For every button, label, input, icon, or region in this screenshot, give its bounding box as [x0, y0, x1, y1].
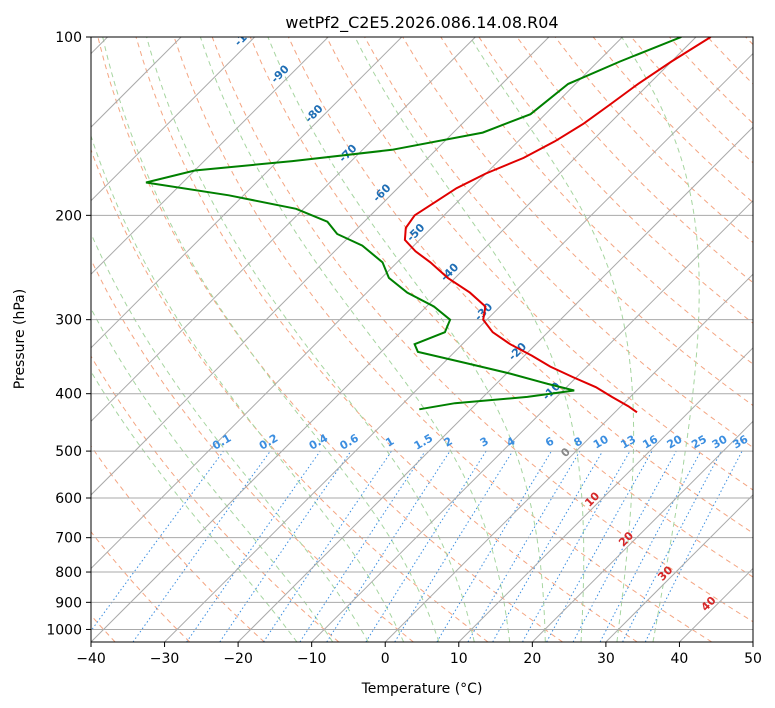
- moist-adiabat-line: [146, 37, 475, 642]
- profile-series: [145, 37, 712, 414]
- mixing-ratio-line: [394, 450, 514, 642]
- moist-adiabat-line: [267, 37, 546, 642]
- x-tick-label: 40: [671, 651, 689, 667]
- isotherm-line: [91, 37, 256, 202]
- moist-adiabat-line: [621, 37, 700, 642]
- x-tick-label: −10: [297, 651, 327, 667]
- isotherm-line: [752, 641, 753, 642]
- x-tick-label: −30: [150, 651, 180, 667]
- dry-adiabat-line: [440, 37, 753, 365]
- mixing-ratio-line: [132, 450, 271, 642]
- plot-background: [91, 37, 753, 642]
- x-axis-label: Temperature (°C): [361, 681, 483, 697]
- mixing-ratio-line: [299, 450, 426, 642]
- y-tick-label: 700: [55, 531, 82, 547]
- isotherm-line: [164, 52, 753, 642]
- background-lines: [91, 37, 753, 642]
- dry-adiabat-line: [135, 37, 638, 642]
- y-tick-label: 600: [55, 491, 82, 507]
- y-tick-label: 200: [55, 208, 82, 224]
- moist-adiabat-line: [102, 37, 440, 642]
- isotherm-label: -100: [232, 20, 261, 49]
- y-tick-label: 400: [55, 387, 82, 403]
- isotherm-line: [531, 420, 753, 642]
- x-tick-label: 10: [450, 651, 468, 667]
- mixing-ratio-line: [522, 450, 631, 642]
- moist-adiabat-line: [91, 232, 369, 642]
- x-tick-label: −20: [223, 651, 253, 667]
- x-tick-label: 50: [744, 651, 762, 667]
- plot-frame: [90, 36, 754, 643]
- dry-adiabat-line: [211, 37, 753, 623]
- mixing-ratio-line: [219, 450, 352, 642]
- axes: −40 −30 −20 −10 0 10 20 30 40 50 100 200 300 400 500 60…: [46, 30, 762, 667]
- isotherm-line: [237, 126, 753, 642]
- isotherm-line: [605, 494, 753, 642]
- temperature-profile-line: [403, 37, 712, 414]
- mixing-ratio-line: [546, 450, 653, 642]
- isotherm-line: [311, 199, 753, 642]
- isotherm-line: [91, 37, 550, 496]
- moist-adiabat-line: [354, 37, 585, 642]
- y-tick-label: 100: [55, 30, 82, 46]
- mixing-ratio-line: [326, 450, 451, 642]
- x-tick-label: 0: [381, 651, 390, 667]
- mixing-ratio-line: [91, 450, 224, 632]
- dewpoint-profile-line: [145, 37, 682, 411]
- y-axis-label: Pressure (hPa): [12, 289, 28, 389]
- y-tick-label: 500: [55, 444, 82, 460]
- mixing-ratio-line: [263, 450, 392, 642]
- dry-adiabat-line: [91, 531, 191, 642]
- dry-adiabat-line: [97, 37, 563, 642]
- isotherm-line: [91, 37, 403, 349]
- x-tick-label: −40: [76, 651, 106, 667]
- mixing-ratio-line: [572, 450, 677, 642]
- y-tick-label: 1000: [46, 622, 82, 638]
- isotherm-line: [91, 37, 476, 423]
- x-tick-label: 30: [597, 651, 615, 667]
- isotherm-line: [91, 37, 697, 642]
- dry-adiabat-line: [402, 37, 753, 407]
- dry-adiabat-line: [249, 37, 753, 578]
- mixing-ratio-line: [186, 450, 321, 642]
- isotherm-line: [91, 37, 329, 275]
- dry-adiabat-line: [516, 37, 753, 284]
- y-tick-label: 800: [55, 565, 82, 581]
- x-tick-label: 20: [523, 651, 541, 667]
- chart-title: wetPf2_C2E5.2026.086.14.08.R04: [285, 13, 558, 33]
- mixing-ratio-line: [644, 450, 743, 642]
- isotherm-line: [458, 347, 753, 642]
- dry-adiabat-line: [91, 355, 340, 642]
- dry-adiabat-line: [91, 445, 265, 642]
- y-tick-label: 300: [55, 313, 82, 329]
- moist-adiabat-line: [91, 134, 405, 642]
- y-tick-label: 900: [55, 595, 82, 611]
- isotherm-line: [91, 37, 623, 570]
- isotherm-line: [384, 273, 753, 642]
- dry-adiabat-line: [91, 148, 489, 642]
- moist-adiabat-line: [91, 370, 298, 642]
